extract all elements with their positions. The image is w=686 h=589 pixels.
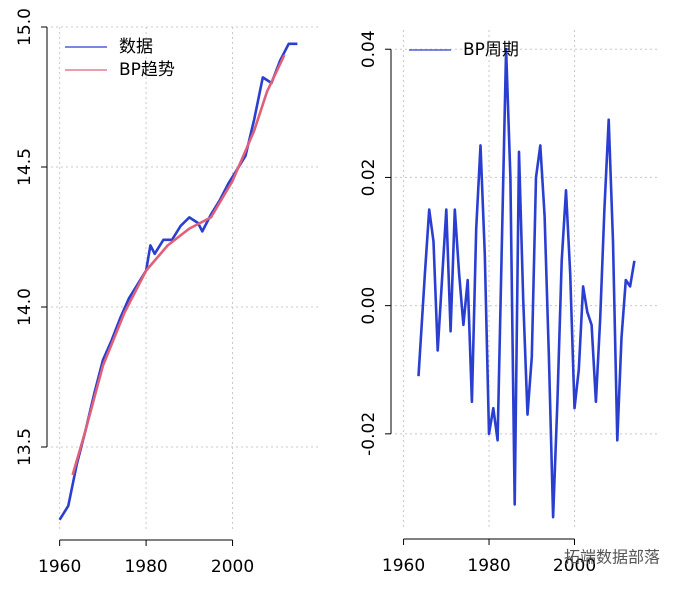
x-tick-label: 1960: [382, 556, 425, 576]
series-line: [58, 42, 298, 521]
panel: 1960 1980 2000 13.5 14.0 14.5 15.0 数据 BP趋势: [15, 8, 319, 577]
y-tick-label: 0.02: [359, 159, 379, 197]
panel: 1960 1980 2000 -0.02 0.00 0.02 0.04 BP周期: [359, 30, 660, 576]
x-tick-label: 1960: [38, 557, 81, 577]
x-tick-label: 2000: [211, 557, 254, 577]
y-tick-label: 14.5: [15, 148, 35, 186]
y-tick-label: 0.00: [359, 287, 379, 325]
x-tick-label: 1980: [124, 557, 167, 577]
x-tick-label: 1980: [467, 556, 510, 576]
y-tick-label: 15.0: [15, 8, 35, 46]
watermark: 拓端数据部落: [564, 548, 660, 567]
legend-label: BP周期: [463, 40, 519, 60]
x-tick-label: 2000: [553, 556, 596, 576]
y-tick-label: 0.04: [359, 30, 379, 68]
series-line: [417, 47, 636, 519]
series-line: [71, 54, 286, 476]
y-tick-label: 14.0: [15, 288, 35, 326]
legend-label: 数据: [119, 37, 153, 57]
legend-label: BP趋势: [119, 60, 175, 80]
y-tick-label: -0.02: [359, 412, 379, 456]
y-tick-label: 13.5: [15, 428, 35, 466]
